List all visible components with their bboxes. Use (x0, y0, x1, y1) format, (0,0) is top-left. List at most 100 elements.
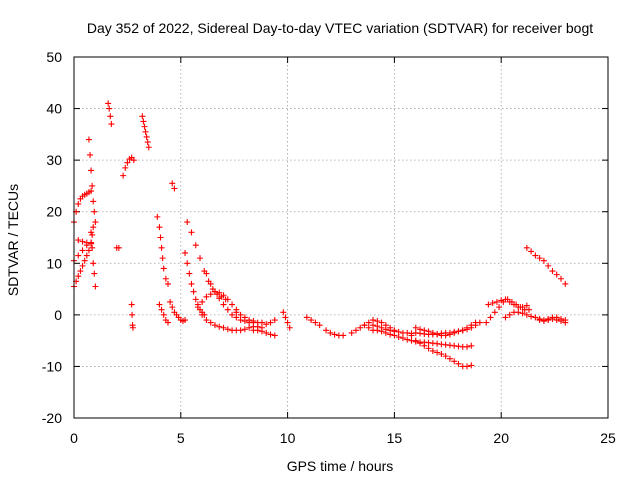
series-arc-b (71, 224, 97, 290)
plot-frame (73, 56, 609, 419)
data-point (468, 362, 475, 369)
data-point (558, 318, 565, 325)
series-arc-f (75, 237, 95, 247)
data-point (105, 100, 112, 107)
data-point (312, 319, 319, 326)
data-point (491, 309, 498, 316)
data-point (365, 324, 372, 331)
data-point (549, 268, 556, 275)
data-point (421, 327, 428, 334)
data-point (216, 295, 223, 302)
data-point (282, 314, 289, 321)
data-point (399, 335, 406, 342)
data-point (160, 311, 167, 318)
data-point (75, 200, 82, 207)
series-arc-x (303, 314, 323, 329)
data-point (271, 332, 278, 339)
series-arc-s (203, 270, 257, 326)
data-point (89, 231, 96, 238)
data-point (284, 319, 291, 326)
data-point (267, 319, 274, 326)
data-point (511, 301, 518, 308)
data-point (493, 298, 500, 305)
series-arc-o (167, 298, 189, 325)
data-point (158, 244, 165, 251)
data-point (160, 265, 167, 272)
series-arc-r (194, 288, 240, 313)
series-arc-j (128, 301, 136, 331)
data-point (562, 280, 569, 287)
data-point (451, 358, 458, 365)
series-arc-w (280, 309, 293, 331)
data-point (468, 342, 475, 349)
data-point (108, 121, 115, 128)
data-point (194, 304, 201, 311)
series-arc-i (120, 154, 137, 179)
data-point (528, 248, 535, 255)
data-point (502, 314, 509, 321)
data-point (81, 257, 88, 264)
grid-lines (74, 57, 608, 418)
data-point (370, 322, 377, 329)
data-point (233, 309, 240, 316)
x-axis-label: GPS time / hours (287, 458, 394, 474)
data-point (489, 299, 496, 306)
data-point (540, 318, 547, 325)
data-point (357, 324, 364, 331)
data-point (164, 280, 171, 287)
data-point (267, 331, 274, 338)
series-arc-h (113, 244, 122, 251)
data-point (429, 347, 436, 354)
x-tick-label: 20 (493, 430, 509, 446)
data-point (169, 304, 176, 311)
data-point (250, 318, 257, 325)
y-tick-label: -10 (42, 358, 62, 374)
data-point (89, 244, 96, 251)
data-point (75, 252, 82, 259)
data-point (446, 355, 453, 362)
data-point (144, 139, 151, 146)
data-point (184, 219, 191, 226)
x-tick-label: 5 (177, 430, 185, 446)
data-point (425, 345, 432, 352)
data-point (229, 311, 236, 318)
data-point (122, 164, 129, 171)
data-point (188, 280, 195, 287)
data-point (224, 326, 231, 333)
data-point (434, 331, 441, 338)
data-point (525, 306, 532, 313)
series-arc-d (85, 136, 99, 226)
data-point (186, 270, 193, 277)
data-point (88, 167, 95, 174)
data-point (553, 317, 560, 324)
data-point (241, 326, 248, 333)
data-point (258, 328, 265, 335)
data-point (553, 271, 560, 278)
data-point (92, 219, 99, 226)
data-point (515, 309, 522, 316)
data-point (348, 329, 355, 336)
data-point (545, 317, 552, 324)
data-point (464, 343, 471, 350)
data-point (536, 317, 543, 324)
data-point (417, 326, 424, 333)
data-point (451, 329, 458, 336)
data-point (425, 328, 432, 335)
data-point (85, 247, 92, 254)
data-point (374, 318, 381, 325)
data-point (263, 329, 270, 336)
data-point (129, 311, 136, 318)
data-point (528, 313, 535, 320)
data-point (378, 324, 385, 331)
data-point (464, 363, 471, 370)
data-point (203, 270, 210, 277)
data-point (171, 185, 178, 192)
data-point (216, 289, 223, 296)
series-arc-ae (483, 296, 532, 326)
data-point (159, 255, 166, 262)
y-tick-label: 40 (46, 101, 62, 117)
series-arc-p (182, 249, 208, 318)
series-arc-m (156, 301, 171, 326)
data-point (487, 314, 494, 321)
data-point (224, 296, 231, 303)
